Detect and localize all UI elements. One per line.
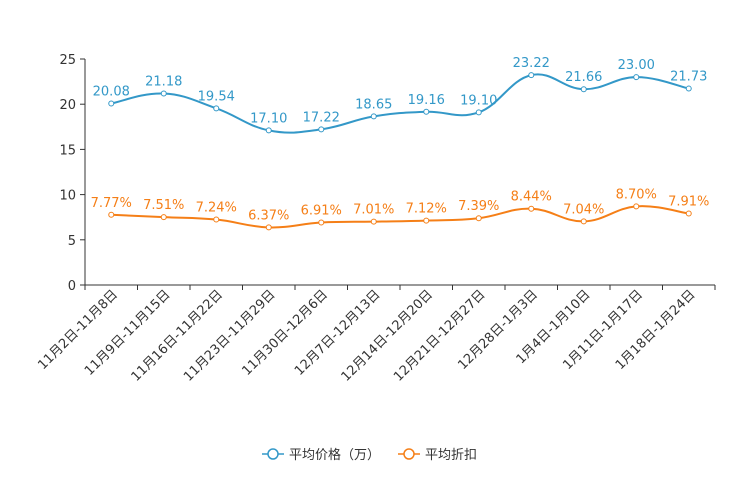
data-point bbox=[528, 72, 535, 79]
data-point bbox=[580, 86, 587, 93]
data-label: 20.08 bbox=[93, 84, 130, 99]
data-point bbox=[633, 74, 640, 81]
data-label: 8.44% bbox=[511, 190, 552, 205]
data-point bbox=[528, 205, 535, 212]
data-label: 7.01% bbox=[353, 203, 394, 218]
data-label: 6.91% bbox=[301, 204, 342, 219]
data-label: 21.66 bbox=[565, 70, 602, 85]
data-point bbox=[475, 215, 482, 222]
data-label: 8.70% bbox=[616, 187, 657, 202]
data-label: 7.51% bbox=[143, 198, 184, 213]
data-label: 19.54 bbox=[198, 89, 235, 104]
y-tick-label: 0 bbox=[68, 279, 76, 294]
data-point bbox=[160, 214, 167, 221]
data-label: 7.12% bbox=[406, 202, 447, 217]
data-point bbox=[265, 127, 272, 134]
legend: 平均价格（万） 平均折扣 bbox=[262, 447, 477, 463]
data-point bbox=[318, 126, 325, 133]
legend-marker-icon bbox=[403, 448, 415, 460]
legend-label: 平均折扣 bbox=[425, 448, 477, 463]
series-1: 20.08 21.18 19.54 17.10 17.22 18.65 19.16 19.10… bbox=[93, 56, 707, 134]
x-tick-label: 12月21日-12月27日 bbox=[391, 287, 488, 384]
data-label: 17.10 bbox=[250, 111, 287, 126]
y-tick-label: 10 bbox=[59, 189, 76, 204]
series-line bbox=[111, 205, 689, 229]
data-label: 23.22 bbox=[513, 56, 550, 71]
data-point bbox=[633, 203, 640, 210]
x-tick-label: 12月14日-12月20日 bbox=[339, 287, 436, 384]
data-point bbox=[685, 210, 692, 217]
data-label: 17.22 bbox=[303, 110, 340, 125]
data-point bbox=[160, 90, 167, 97]
data-label: 19.10 bbox=[460, 93, 497, 108]
legend-item-2: 平均折扣 bbox=[398, 448, 477, 463]
data-point bbox=[108, 211, 115, 218]
data-point bbox=[580, 218, 587, 225]
data-point bbox=[685, 85, 692, 92]
y-tick-label: 15 bbox=[59, 143, 76, 158]
data-label: 7.04% bbox=[563, 202, 604, 217]
y-tick-label: 25 bbox=[59, 53, 76, 68]
data-point bbox=[475, 109, 482, 116]
data-point bbox=[423, 217, 430, 224]
y-tick-label: 5 bbox=[68, 234, 76, 249]
data-label: 7.77% bbox=[91, 196, 132, 211]
data-point bbox=[265, 224, 272, 231]
data-label: 21.18 bbox=[145, 75, 182, 90]
series-2: 7.77% 7.51% 7.24% 6.37% 6.91% 7.01% 7.12% 7.39%… bbox=[91, 187, 709, 231]
data-point bbox=[318, 219, 325, 226]
legend-marker-icon bbox=[267, 448, 279, 460]
y-tick-label: 20 bbox=[59, 98, 76, 113]
data-label: 7.91% bbox=[668, 194, 709, 209]
x-tick-label: 11月23日-11月29日 bbox=[181, 287, 278, 384]
series-layer: 20.08 21.18 19.54 17.10 17.22 18.65 19.16 19.10… bbox=[91, 56, 709, 231]
data-point bbox=[370, 113, 377, 120]
legend-label: 平均价格（万） bbox=[289, 447, 380, 463]
data-label: 19.16 bbox=[408, 93, 445, 108]
data-point bbox=[213, 105, 220, 112]
data-label: 7.24% bbox=[196, 201, 237, 216]
data-point bbox=[213, 216, 220, 223]
x-tick-label: 11月16日-11月22日 bbox=[129, 287, 226, 384]
data-point bbox=[108, 100, 115, 107]
data-point bbox=[370, 218, 377, 225]
data-label: 18.65 bbox=[355, 97, 392, 112]
data-label: 7.39% bbox=[458, 199, 499, 214]
data-label: 23.00 bbox=[618, 58, 655, 73]
data-point bbox=[423, 108, 430, 115]
data-label: 21.73 bbox=[670, 70, 707, 85]
data-label: 6.37% bbox=[248, 208, 289, 223]
series-line bbox=[111, 73, 689, 134]
legend-item-1: 平均价格（万） bbox=[262, 447, 380, 463]
